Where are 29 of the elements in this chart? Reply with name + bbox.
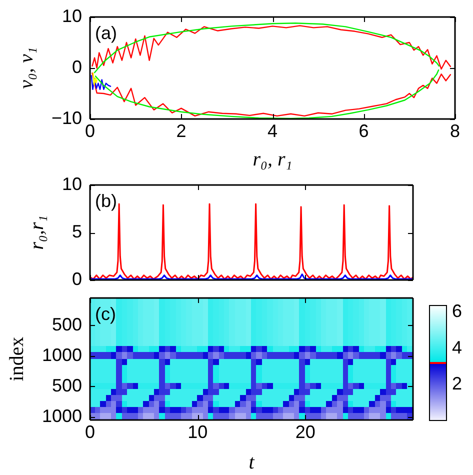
x-axis-title: r₀, r₁ xyxy=(252,148,292,170)
x-tick-label: 8 xyxy=(450,120,460,141)
x-tick-label: 0 xyxy=(84,120,96,141)
y-tick-label: 500 xyxy=(52,375,82,396)
y-axis-title: index xyxy=(6,336,28,382)
y-tick-label: 1000 xyxy=(42,406,82,426)
color-bar-label: 2 xyxy=(452,374,462,394)
y-axis-title: r₀,r₁ xyxy=(26,215,48,250)
y-tick-label: 0 xyxy=(72,268,82,289)
color-bar-label: 6 xyxy=(452,301,462,322)
y-axis-title: v₀, v₁ xyxy=(16,47,38,89)
y-tick-label: 10 xyxy=(62,174,82,194)
y-tick-label: 1000 xyxy=(42,344,82,365)
x-axis-title: t xyxy=(248,451,255,474)
x-tick-label: 20 xyxy=(295,422,316,442)
y-tick-label: 5 xyxy=(72,221,82,242)
annotation: (b) xyxy=(95,190,117,211)
annotation: (c) xyxy=(95,304,116,324)
x-tick-label: 0 xyxy=(84,422,96,442)
x-tick-label: 6 xyxy=(358,120,369,141)
annotation: (a) xyxy=(95,22,117,43)
x-tick-label: 2 xyxy=(176,120,186,141)
y-tick-label: −10 xyxy=(51,108,82,128)
x-tick-label: 10 xyxy=(188,422,208,442)
y-tick-label: 0 xyxy=(72,56,82,77)
color-bar-label: 4 xyxy=(452,337,462,358)
y-tick-label: 500 xyxy=(52,314,82,334)
x-tick-label: 4 xyxy=(267,120,278,141)
y-tick-label: 10 xyxy=(62,6,82,26)
